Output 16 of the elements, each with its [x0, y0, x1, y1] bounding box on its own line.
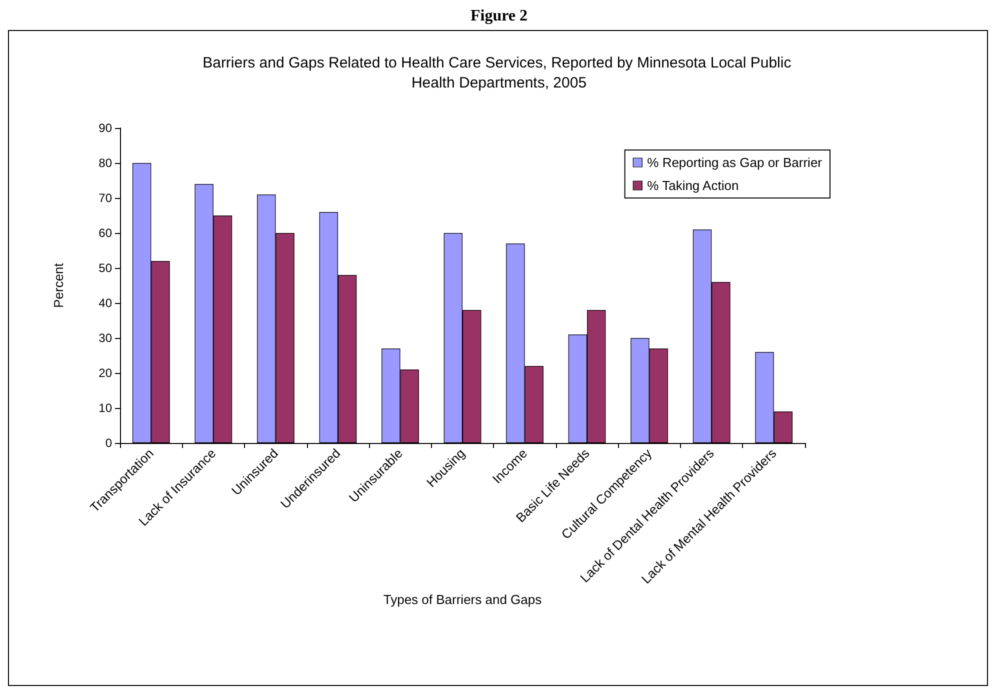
y-tick-label: 90 — [98, 121, 112, 135]
caption: Figure 2 — [470, 8, 528, 24]
y-tick-label: 70 — [98, 191, 112, 205]
legend-label: % Reporting as Gap or Barrier — [647, 155, 823, 170]
x-axis-title: Types of Barriers and Gaps — [383, 592, 542, 607]
y-tick-label: 0 — [105, 436, 112, 450]
y-tick-label: 40 — [98, 296, 112, 310]
y-tick-label: 20 — [98, 366, 112, 380]
y-tick-label: 80 — [98, 156, 112, 170]
y-axis-title: Percent — [51, 262, 66, 308]
y-tick-label: 50 — [98, 261, 112, 275]
legend-label: % Taking Action — [647, 178, 739, 193]
y-tick-label: 10 — [98, 401, 112, 415]
y-tick-label: 60 — [98, 226, 112, 240]
y-tick-label: 30 — [98, 331, 112, 345]
chart-title: Barriers and Gaps Related to Health Care Services, Reported by Minnesota Local Public Health Departments, 2005 — [202, 54, 796, 92]
